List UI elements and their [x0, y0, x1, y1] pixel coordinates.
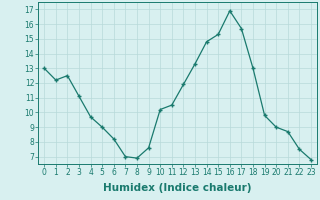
X-axis label: Humidex (Indice chaleur): Humidex (Indice chaleur): [103, 183, 252, 193]
